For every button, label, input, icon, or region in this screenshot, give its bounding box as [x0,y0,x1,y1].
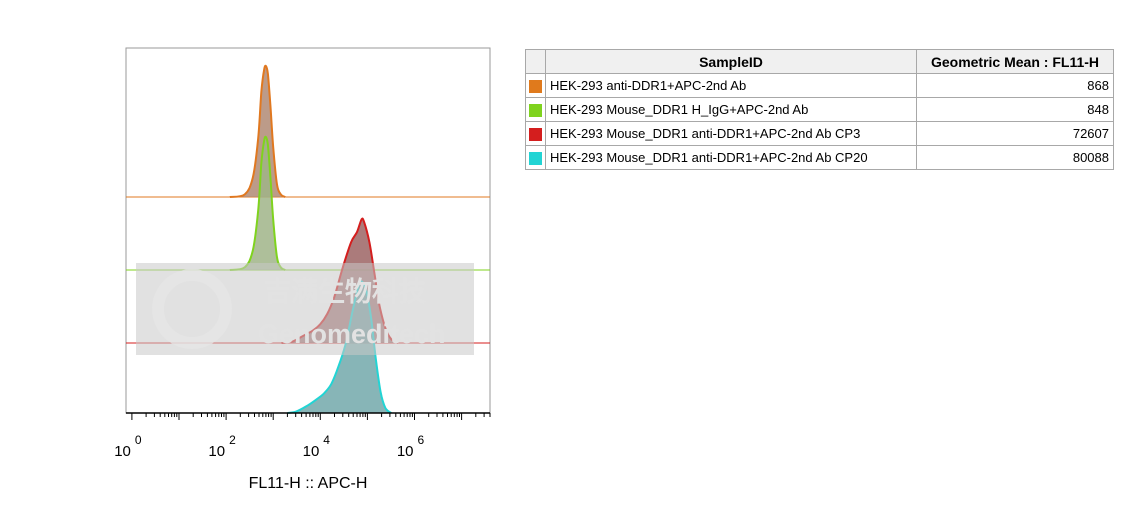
series-layer [126,64,490,414]
table-header-row: SampleID Geometric Mean : FL11-H [525,49,1114,74]
x-axis: 100 102 104 106 [114,412,491,460]
swatch-cell [525,145,546,170]
table-row: HEK-293 Mouse_DDR1 anti-DDR1+APC-2nd Ab … [525,121,1114,146]
sample-name-cell: HEK-293 Mouse_DDR1 anti-DDR1+APC-2nd Ab … [545,121,917,146]
histogram-area [229,65,286,197]
column-header-sampleid: SampleID [545,49,917,74]
swatch-cell [525,73,546,98]
x-axis-label: FL11-H :: APC-H [249,475,368,492]
geometric-mean-cell: 72607 [916,121,1114,146]
histogram-outline [229,135,286,271]
histogram-outline [229,64,286,198]
sample-name-cell: HEK-293 anti-DDR1+APC-2nd Ab [545,73,917,98]
watermark-logo [152,269,232,349]
x-tick-label: 102 [208,433,236,460]
color-swatch [529,80,542,94]
table-row: HEK-293 Mouse_DDR1 H_IgG+APC-2nd Ab 848 [525,97,1114,122]
sample-name-cell: HEK-293 Mouse_DDR1 anti-DDR1+APC-2nd Ab … [545,145,917,170]
color-swatch [529,128,542,142]
plot-frame [125,47,491,414]
x-tick-label: 104 [303,433,331,460]
watermark-chinese-text: 吉满生物科技 [264,277,426,308]
swatch-cell [525,97,546,122]
column-header-geometric-mean: Geometric Mean : FL11-H [916,49,1114,74]
sample-table: SampleID Geometric Mean : FL11-H HEK-293… [525,49,1114,170]
geometric-mean-cell: 80088 [916,145,1114,170]
histogram-area [229,136,286,270]
x-tick-label: 106 [397,433,425,460]
table-row: HEK-293 anti-DDR1+APC-2nd Ab 868 [525,73,1114,98]
geometric-mean-cell: 848 [916,97,1114,122]
watermark: 吉满生物科技 Genomeditech [136,263,474,355]
geometric-mean-cell: 868 [916,73,1114,98]
sample-name-cell: HEK-293 Mouse_DDR1 H_IgG+APC-2nd Ab [545,97,917,122]
table-row: HEK-293 Mouse_DDR1 anti-DDR1+APC-2nd Ab … [525,145,1114,170]
x-tick-label: 100 [114,433,142,460]
swatch-cell [525,121,546,146]
swatch-header [525,49,546,74]
watermark-english-text: Genomeditech [258,319,446,349]
color-swatch [529,104,542,118]
color-swatch [529,152,542,166]
